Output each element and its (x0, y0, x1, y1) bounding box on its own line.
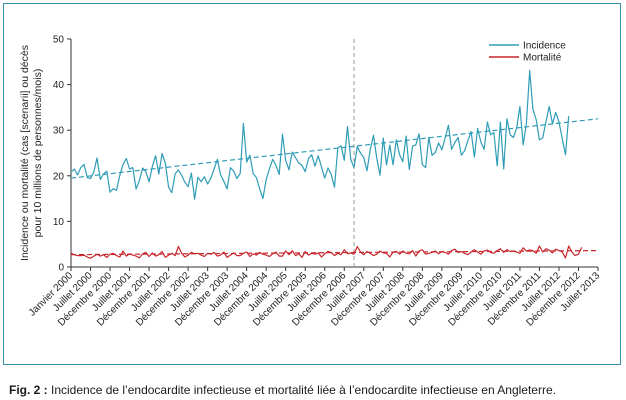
y-axis-title-line-2: pour 10 millions de personnes/mois) (32, 69, 44, 238)
y-tick-label: 50 (53, 35, 65, 46)
caption-text: Incidence de l’endocardite infectieuse e… (47, 383, 556, 397)
legend-item-mortalite: Mortalité (489, 53, 562, 64)
legend-label-incidence: Incidence (523, 41, 566, 52)
y-tick-label: 30 (53, 126, 65, 137)
caption-lead: Fig. 2 : (9, 383, 48, 397)
y-axis: 0 10 20 30 40 50 (53, 35, 72, 274)
legend-item-incidence: Incidence (489, 41, 566, 52)
y-axis-title-line-1: Incidence ou mortalité (cas [scenarii] o… (19, 45, 31, 261)
figure-caption: Fig. 2 : Incidence de l’endocardite infe… (9, 383, 556, 397)
y-axis-title: Incidence ou mortalité (cas [scenarii] o… (19, 45, 44, 261)
legend-label-mortalite: Mortalité (523, 53, 562, 64)
series-line-incidence (70, 69, 570, 200)
y-tick-label: 0 (58, 263, 64, 274)
y-tick-label: 20 (53, 171, 65, 182)
y-tick-label: 40 (53, 80, 65, 91)
series-mortalite (70, 245, 599, 259)
chart: Incidence ou mortalité (cas [scenarii] o… (19, 35, 602, 329)
series-incidence (70, 69, 599, 200)
figure-frame: Incidence ou mortalité (cas [scenarii] o… (3, 3, 621, 397)
y-tick-label: 10 (53, 217, 65, 228)
trend-line-incidence (70, 118, 599, 179)
series-layer (70, 69, 599, 259)
series-line-mortalite (70, 245, 583, 259)
